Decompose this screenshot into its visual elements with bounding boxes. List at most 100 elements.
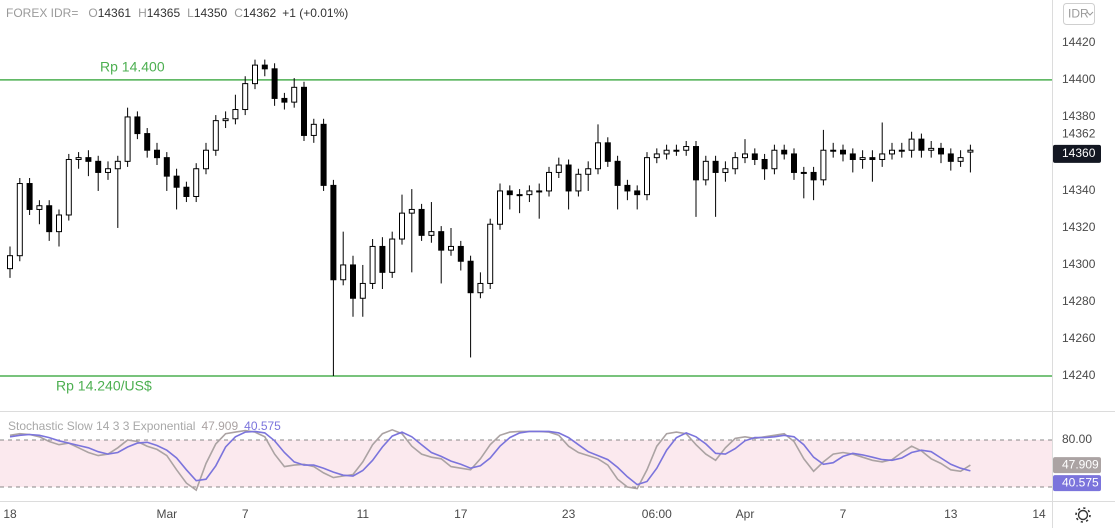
candle-body	[702, 160, 709, 181]
change: +1 (+0.01%)	[282, 6, 348, 20]
button-frame[interactable]	[1063, 3, 1095, 25]
band	[0, 439, 1052, 487]
candle-body	[134, 116, 141, 135]
candle-body	[820, 149, 827, 181]
candle-body	[879, 153, 886, 160]
candle-body	[281, 97, 288, 103]
candle-body	[399, 212, 405, 240]
candle-body	[791, 153, 797, 173]
y-tick-label: 14320	[1062, 220, 1096, 234]
indicator-line	[9, 428, 971, 492]
level-label: Rp 14.240/US$	[56, 378, 152, 394]
candle-body	[761, 158, 768, 170]
candle-body	[693, 146, 699, 181]
ohlc-value: 14361	[98, 6, 132, 20]
candle-body	[722, 168, 729, 173]
symbol-header: FOREX IDR= O14361 H14365 L14350 C14362 +1 (+0…	[6, 6, 348, 20]
candle-body	[683, 146, 690, 151]
ohlc-key: O	[88, 6, 97, 20]
candle-body	[497, 190, 503, 225]
value-box	[1053, 475, 1101, 492]
y-tick-label: 14340	[1062, 183, 1096, 197]
candle-body	[908, 138, 915, 151]
candle-body	[291, 86, 298, 103]
y-tick-label: 14280	[1062, 294, 1096, 308]
candle-body	[85, 157, 92, 162]
candle-body	[330, 184, 337, 281]
candle-body	[898, 149, 905, 152]
candle-body	[957, 157, 964, 162]
x-tick-label: 7	[242, 507, 249, 521]
x-tick-label: 14	[1032, 507, 1046, 521]
candle-body	[56, 214, 62, 233]
x-tick-label: 13	[944, 507, 958, 521]
candle-body	[526, 190, 533, 196]
candle-body	[565, 164, 572, 192]
settings-button[interactable]	[1075, 507, 1091, 523]
candle-body	[546, 171, 552, 192]
indicator-value: 40.575	[244, 419, 281, 433]
candle-body	[252, 64, 258, 85]
currency-label[interactable]: IDR	[1068, 7, 1089, 21]
candle-body	[242, 83, 249, 111]
candle-body	[800, 171, 807, 174]
candle-body	[369, 245, 376, 284]
last-close-label: 14362	[1062, 126, 1096, 140]
candle-body	[663, 149, 670, 155]
gear-teeth[interactable]	[1075, 507, 1091, 523]
candle-body	[408, 208, 415, 214]
chevron[interactable]	[1086, 11, 1094, 16]
ohlc-value: 14350	[194, 6, 228, 20]
candle-body	[849, 153, 856, 160]
ohlc-value: 14365	[147, 6, 181, 20]
candle-body	[742, 153, 748, 159]
candle-body	[781, 149, 788, 155]
candle-body	[859, 157, 866, 160]
candle-body	[438, 231, 445, 251]
level-label: Rp 14.400	[100, 59, 165, 75]
candle-body	[830, 149, 837, 152]
candle-body	[516, 194, 523, 197]
candle-body	[36, 205, 43, 210]
price-marker-label: 14360	[1062, 146, 1096, 160]
candle-body	[75, 157, 82, 160]
y-tick-label: 14400	[1062, 72, 1096, 86]
candle-body	[46, 205, 53, 233]
candle-body	[124, 116, 131, 162]
candle-body	[506, 190, 513, 196]
candle-body	[163, 157, 170, 177]
candle-body	[183, 186, 190, 197]
candle-body	[967, 149, 974, 153]
y-tick-label: 14380	[1062, 109, 1096, 123]
candle-body	[222, 118, 229, 122]
x-tick-label: 06:00	[642, 507, 672, 521]
candle-body	[379, 245, 386, 273]
candle-body	[114, 160, 121, 170]
candle-body	[350, 264, 356, 299]
candle-body	[193, 168, 200, 197]
candle-body	[938, 147, 944, 155]
candle-body	[928, 147, 935, 151]
candle-body	[673, 149, 680, 152]
candle-body	[154, 149, 160, 159]
y-tick-label: 14240	[1062, 368, 1096, 382]
candle-body	[457, 245, 464, 262]
x-tick-label: 18	[3, 507, 17, 521]
candle-body	[712, 160, 719, 173]
indicator-value: 47.909	[201, 419, 238, 433]
candle-body	[487, 223, 494, 284]
symbol: FOREX IDR=	[6, 6, 78, 20]
indicator-line	[9, 430, 971, 486]
candle-body	[320, 123, 327, 186]
ohlc-key: C	[234, 6, 243, 20]
candle-body	[536, 190, 543, 193]
y-tick-label: 14300	[1062, 257, 1096, 271]
x-tick-label: Mar	[156, 507, 177, 521]
gear[interactable]	[1077, 509, 1089, 521]
currency-button[interactable]: IDR	[1063, 3, 1095, 25]
x-tick-label: 7	[840, 507, 847, 521]
candle-body	[65, 158, 72, 216]
candle-body	[340, 264, 347, 281]
value-box-label: 47.909	[1062, 457, 1099, 471]
candle-body	[448, 245, 454, 251]
